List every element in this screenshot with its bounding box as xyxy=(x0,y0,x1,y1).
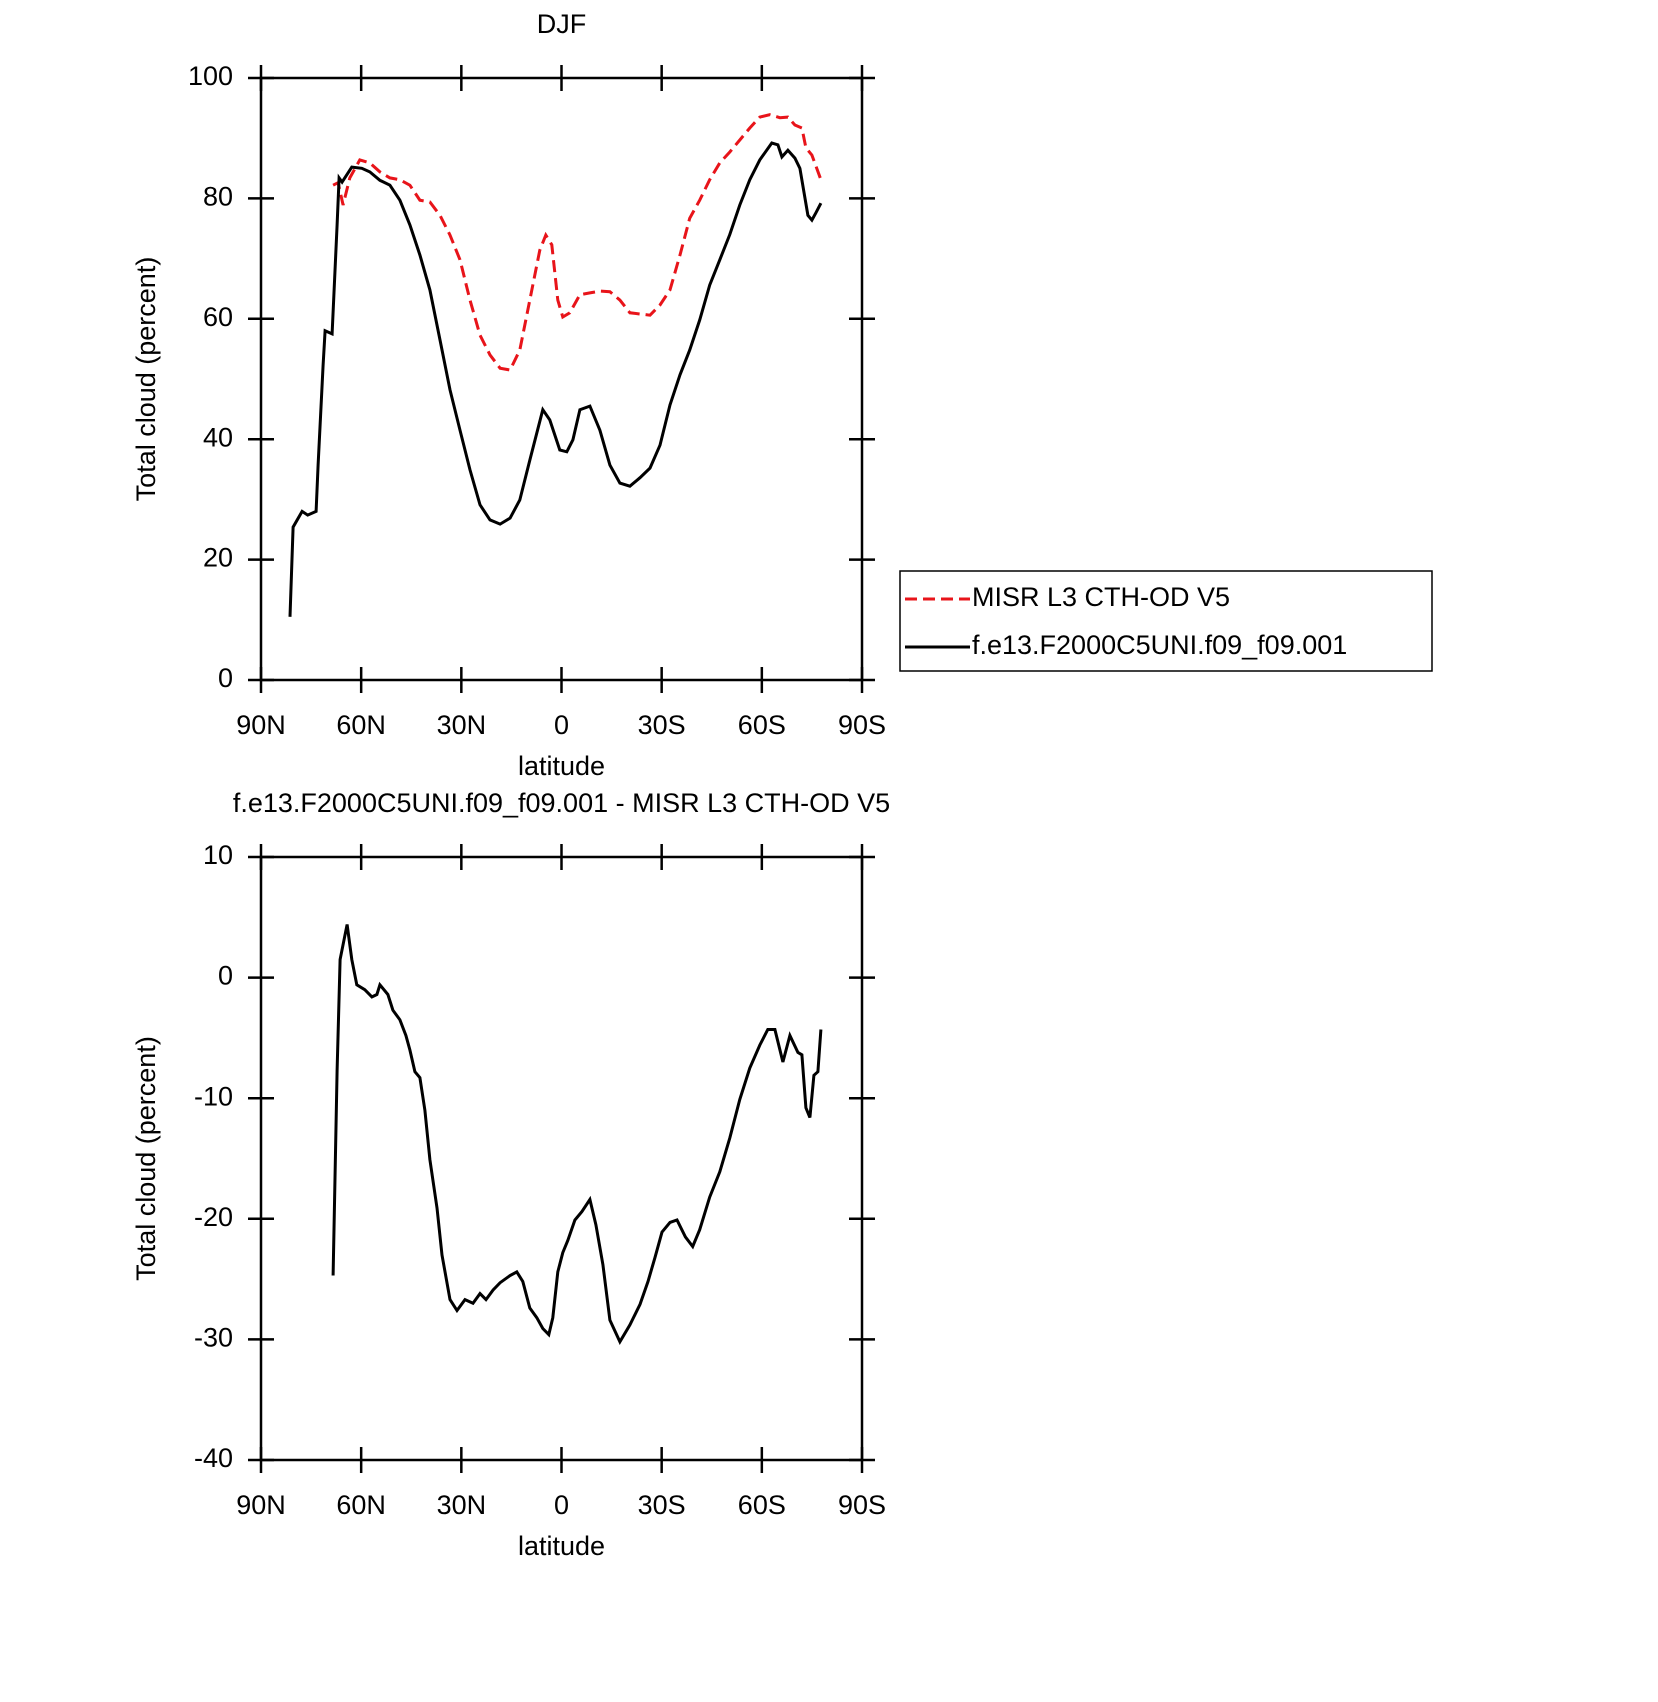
data-line xyxy=(288,141,823,617)
x-tick-label: 90N xyxy=(236,710,286,740)
x-tick-label: 30N xyxy=(437,1490,487,1520)
legend-label: f.e13.F2000C5UNI.f09_f09.001 xyxy=(972,630,1347,660)
x-tick-label: 60N xyxy=(336,1490,386,1520)
x-tick-label: 60N xyxy=(336,710,386,740)
y-tick-label: -10 xyxy=(194,1081,233,1111)
x-tick-label: 30S xyxy=(638,710,686,740)
y-tick-label: -30 xyxy=(194,1323,233,1353)
legend-label: MISR L3 CTH-OD V5 xyxy=(972,582,1230,612)
y-tick-label: 40 xyxy=(203,422,233,452)
chart-title: DJF xyxy=(537,9,587,39)
x-tick-label: 30N xyxy=(437,710,487,740)
y-axis-label: Total cloud (percent) xyxy=(131,257,161,502)
x-tick-label: 60S xyxy=(738,710,786,740)
y-tick-label: -20 xyxy=(194,1202,233,1232)
y-tick-label: -40 xyxy=(194,1443,233,1473)
y-tick-label: 80 xyxy=(203,182,233,212)
y-axis-label: Total cloud (percent) xyxy=(131,1036,161,1281)
y-tick-label: 0 xyxy=(218,663,233,693)
y-tick-label: 0 xyxy=(218,961,233,991)
x-tick-label: 0 xyxy=(554,710,569,740)
data-line xyxy=(331,924,823,1346)
x-tick-label: 0 xyxy=(554,1490,569,1520)
x-axis-label: latitude xyxy=(518,1531,605,1561)
x-tick-label: 90S xyxy=(838,710,886,740)
y-tick-label: 60 xyxy=(203,302,233,332)
y-tick-label: 100 xyxy=(188,61,233,91)
legend-box xyxy=(899,570,1433,672)
chart-title: f.e13.F2000C5UNI.f09_f09.001 - MISR L3 C… xyxy=(233,788,890,818)
x-tick-label: 90S xyxy=(838,1490,886,1520)
x-tick-label: 90N xyxy=(236,1490,286,1520)
y-tick-label: 20 xyxy=(203,543,233,573)
x-tick-label: 30S xyxy=(638,1490,686,1520)
data-line xyxy=(332,113,823,372)
x-tick-label: 60S xyxy=(738,1490,786,1520)
x-axis-label: latitude xyxy=(518,751,605,781)
y-tick-label: 10 xyxy=(203,840,233,870)
